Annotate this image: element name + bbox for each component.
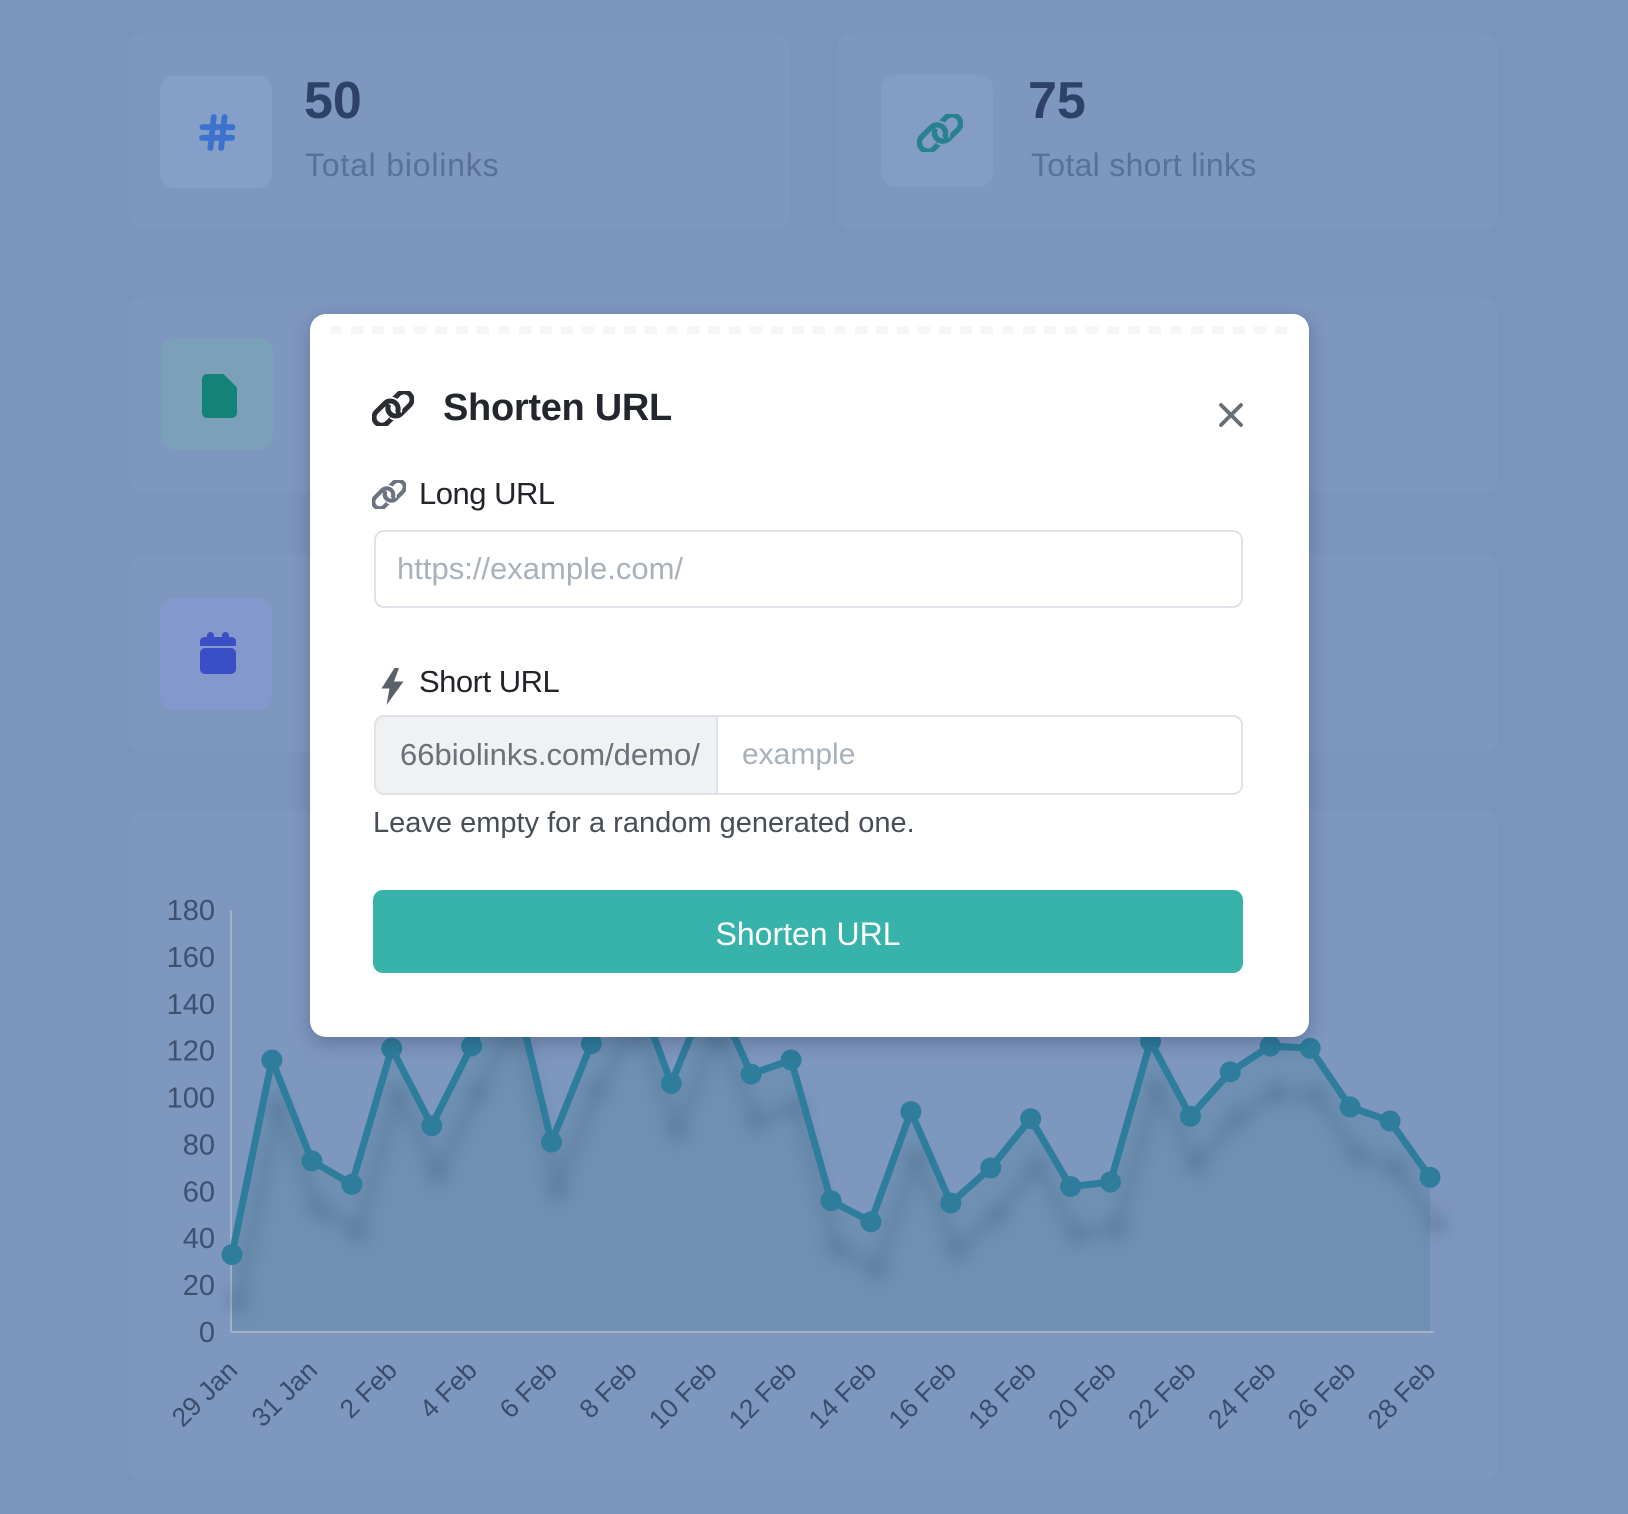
svg-text:20: 20 [183, 1270, 215, 1302]
svg-text:80: 80 [183, 1129, 215, 1161]
svg-text:31 Jan: 31 Jan [246, 1355, 323, 1432]
svg-text:29 Jan: 29 Jan [166, 1355, 243, 1432]
svg-text:10 Feb: 10 Feb [643, 1355, 723, 1435]
svg-text:4 Feb: 4 Feb [414, 1355, 483, 1424]
svg-text:22 Feb: 22 Feb [1122, 1355, 1202, 1435]
svg-text:0: 0 [199, 1317, 215, 1349]
svg-text:16 Feb: 16 Feb [882, 1355, 962, 1435]
svg-text:12 Feb: 12 Feb [723, 1355, 803, 1435]
svg-text:60: 60 [183, 1176, 215, 1208]
svg-text:18 Feb: 18 Feb [962, 1355, 1042, 1435]
svg-text:8 Feb: 8 Feb [573, 1355, 642, 1424]
svg-text:20 Feb: 20 Feb [1042, 1355, 1122, 1435]
svg-text:28 Feb: 28 Feb [1362, 1355, 1442, 1435]
svg-text:160: 160 [167, 942, 215, 974]
svg-text:24 Feb: 24 Feb [1202, 1355, 1282, 1435]
svg-text:26 Feb: 26 Feb [1282, 1355, 1362, 1435]
svg-text:2 Feb: 2 Feb [334, 1355, 403, 1424]
svg-text:100: 100 [167, 1083, 215, 1115]
svg-text:180: 180 [167, 895, 215, 927]
svg-text:120: 120 [167, 1036, 215, 1068]
svg-text:6 Feb: 6 Feb [494, 1355, 563, 1424]
svg-text:14 Feb: 14 Feb [803, 1355, 883, 1435]
svg-text:40: 40 [183, 1223, 215, 1255]
svg-text:140: 140 [167, 989, 215, 1021]
